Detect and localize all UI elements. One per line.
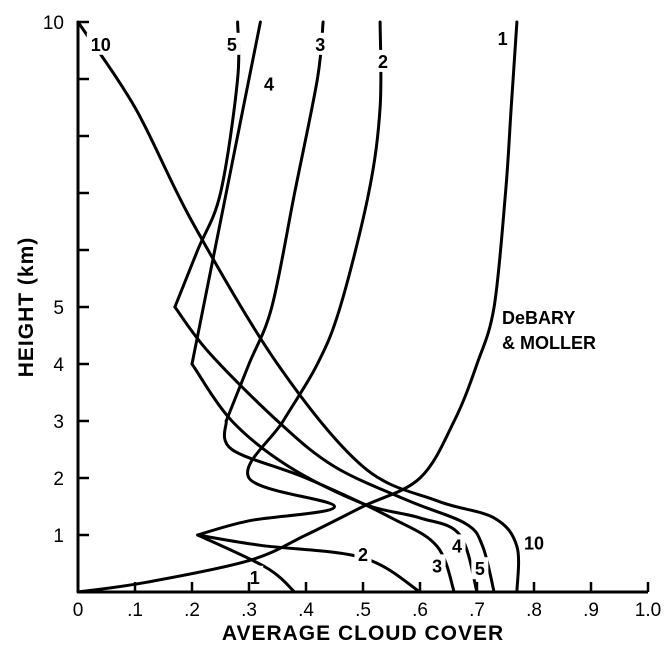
y-tick-label: 2 (53, 469, 64, 490)
curve-3-5-label: 3 (315, 35, 325, 55)
curve-10-top-label-bg (86, 32, 115, 55)
curve-2-3-label: 2 (358, 545, 368, 565)
x-tick-label: .8 (526, 600, 542, 621)
x-tick-label: .1 (127, 600, 143, 621)
curve-3-4-label-bg (428, 554, 446, 577)
curve-1-segment-1 (196, 533, 297, 594)
curve-5-8-label-bg (471, 557, 489, 580)
x-tick-label: .5 (355, 600, 371, 621)
y-tick-label: 10 (43, 13, 64, 34)
x-tick-label: .6 (412, 600, 428, 621)
curve-3-segment-5 (224, 20, 325, 423)
curve-1-0-label-bg (494, 27, 512, 50)
curve-10-top-label: 10 (91, 35, 111, 55)
curve-5-segment-9 (173, 20, 241, 309)
curve-3-5-label-bg (311, 32, 329, 55)
curve-4-segment-7 (190, 20, 262, 366)
x-tick-label: .3 (241, 600, 257, 621)
x-tick-label: .7 (469, 600, 485, 621)
y-tick-label: 5 (53, 298, 64, 319)
x-tick-label: 0 (73, 600, 84, 621)
curve-2-2-label-bg (374, 49, 392, 72)
curve-10-10-label-bg (520, 531, 548, 554)
curve-1-segment-0 (76, 20, 519, 594)
y-tick-label: 3 (53, 412, 64, 433)
curve-4-7-label: 4 (264, 75, 274, 95)
y-tick-label: 4 (53, 355, 64, 376)
curve-5-9-label: 5 (227, 35, 237, 55)
curve-2-segment-3 (196, 533, 422, 594)
curve-10-10-label: 10 (524, 534, 544, 554)
curve-1-1-label-bg (246, 565, 264, 588)
curve-4-6-label-bg (448, 534, 466, 557)
x-tick-label: .9 (583, 600, 599, 621)
curve-4-7-label-bg (260, 72, 278, 95)
curves-group (76, 20, 521, 594)
curve-10-segment-10 (76, 20, 521, 594)
x-tick-label: .2 (184, 600, 200, 621)
x-axis-title: AVERAGE CLOUD COVER (222, 622, 504, 645)
curve-4-6-label: 4 (452, 536, 462, 556)
y-tick-label: 1 (53, 526, 64, 547)
curve-5-9-label-bg (223, 32, 241, 55)
curve-2-2-label: 2 (378, 52, 388, 72)
x-tick-label: .4 (298, 600, 314, 621)
curve-3-4-label: 3 (432, 556, 442, 576)
x-tick-label: 1.0 (635, 600, 661, 621)
annotation-moller: & MOLLER (502, 333, 596, 353)
curve-2-segment-2 (196, 20, 383, 537)
annotation-debary: DeBARY (502, 308, 575, 328)
y-axis-title: HEIGHT (km) (15, 237, 38, 378)
curve-5-segment-8 (173, 305, 496, 594)
curve-5-8-label: 5 (475, 559, 485, 579)
curve-2-3-label-bg (354, 542, 372, 565)
x-ticks-group: 0 .1 .2 .3 .4 .5 .6 .7 .8 .9 1.0 (73, 582, 661, 621)
y-ticks-group: 1 2 3 4 5 10 (43, 13, 89, 547)
curve-1-1-label: 1 (250, 568, 260, 588)
curve-1-0-label: 1 (498, 29, 508, 49)
